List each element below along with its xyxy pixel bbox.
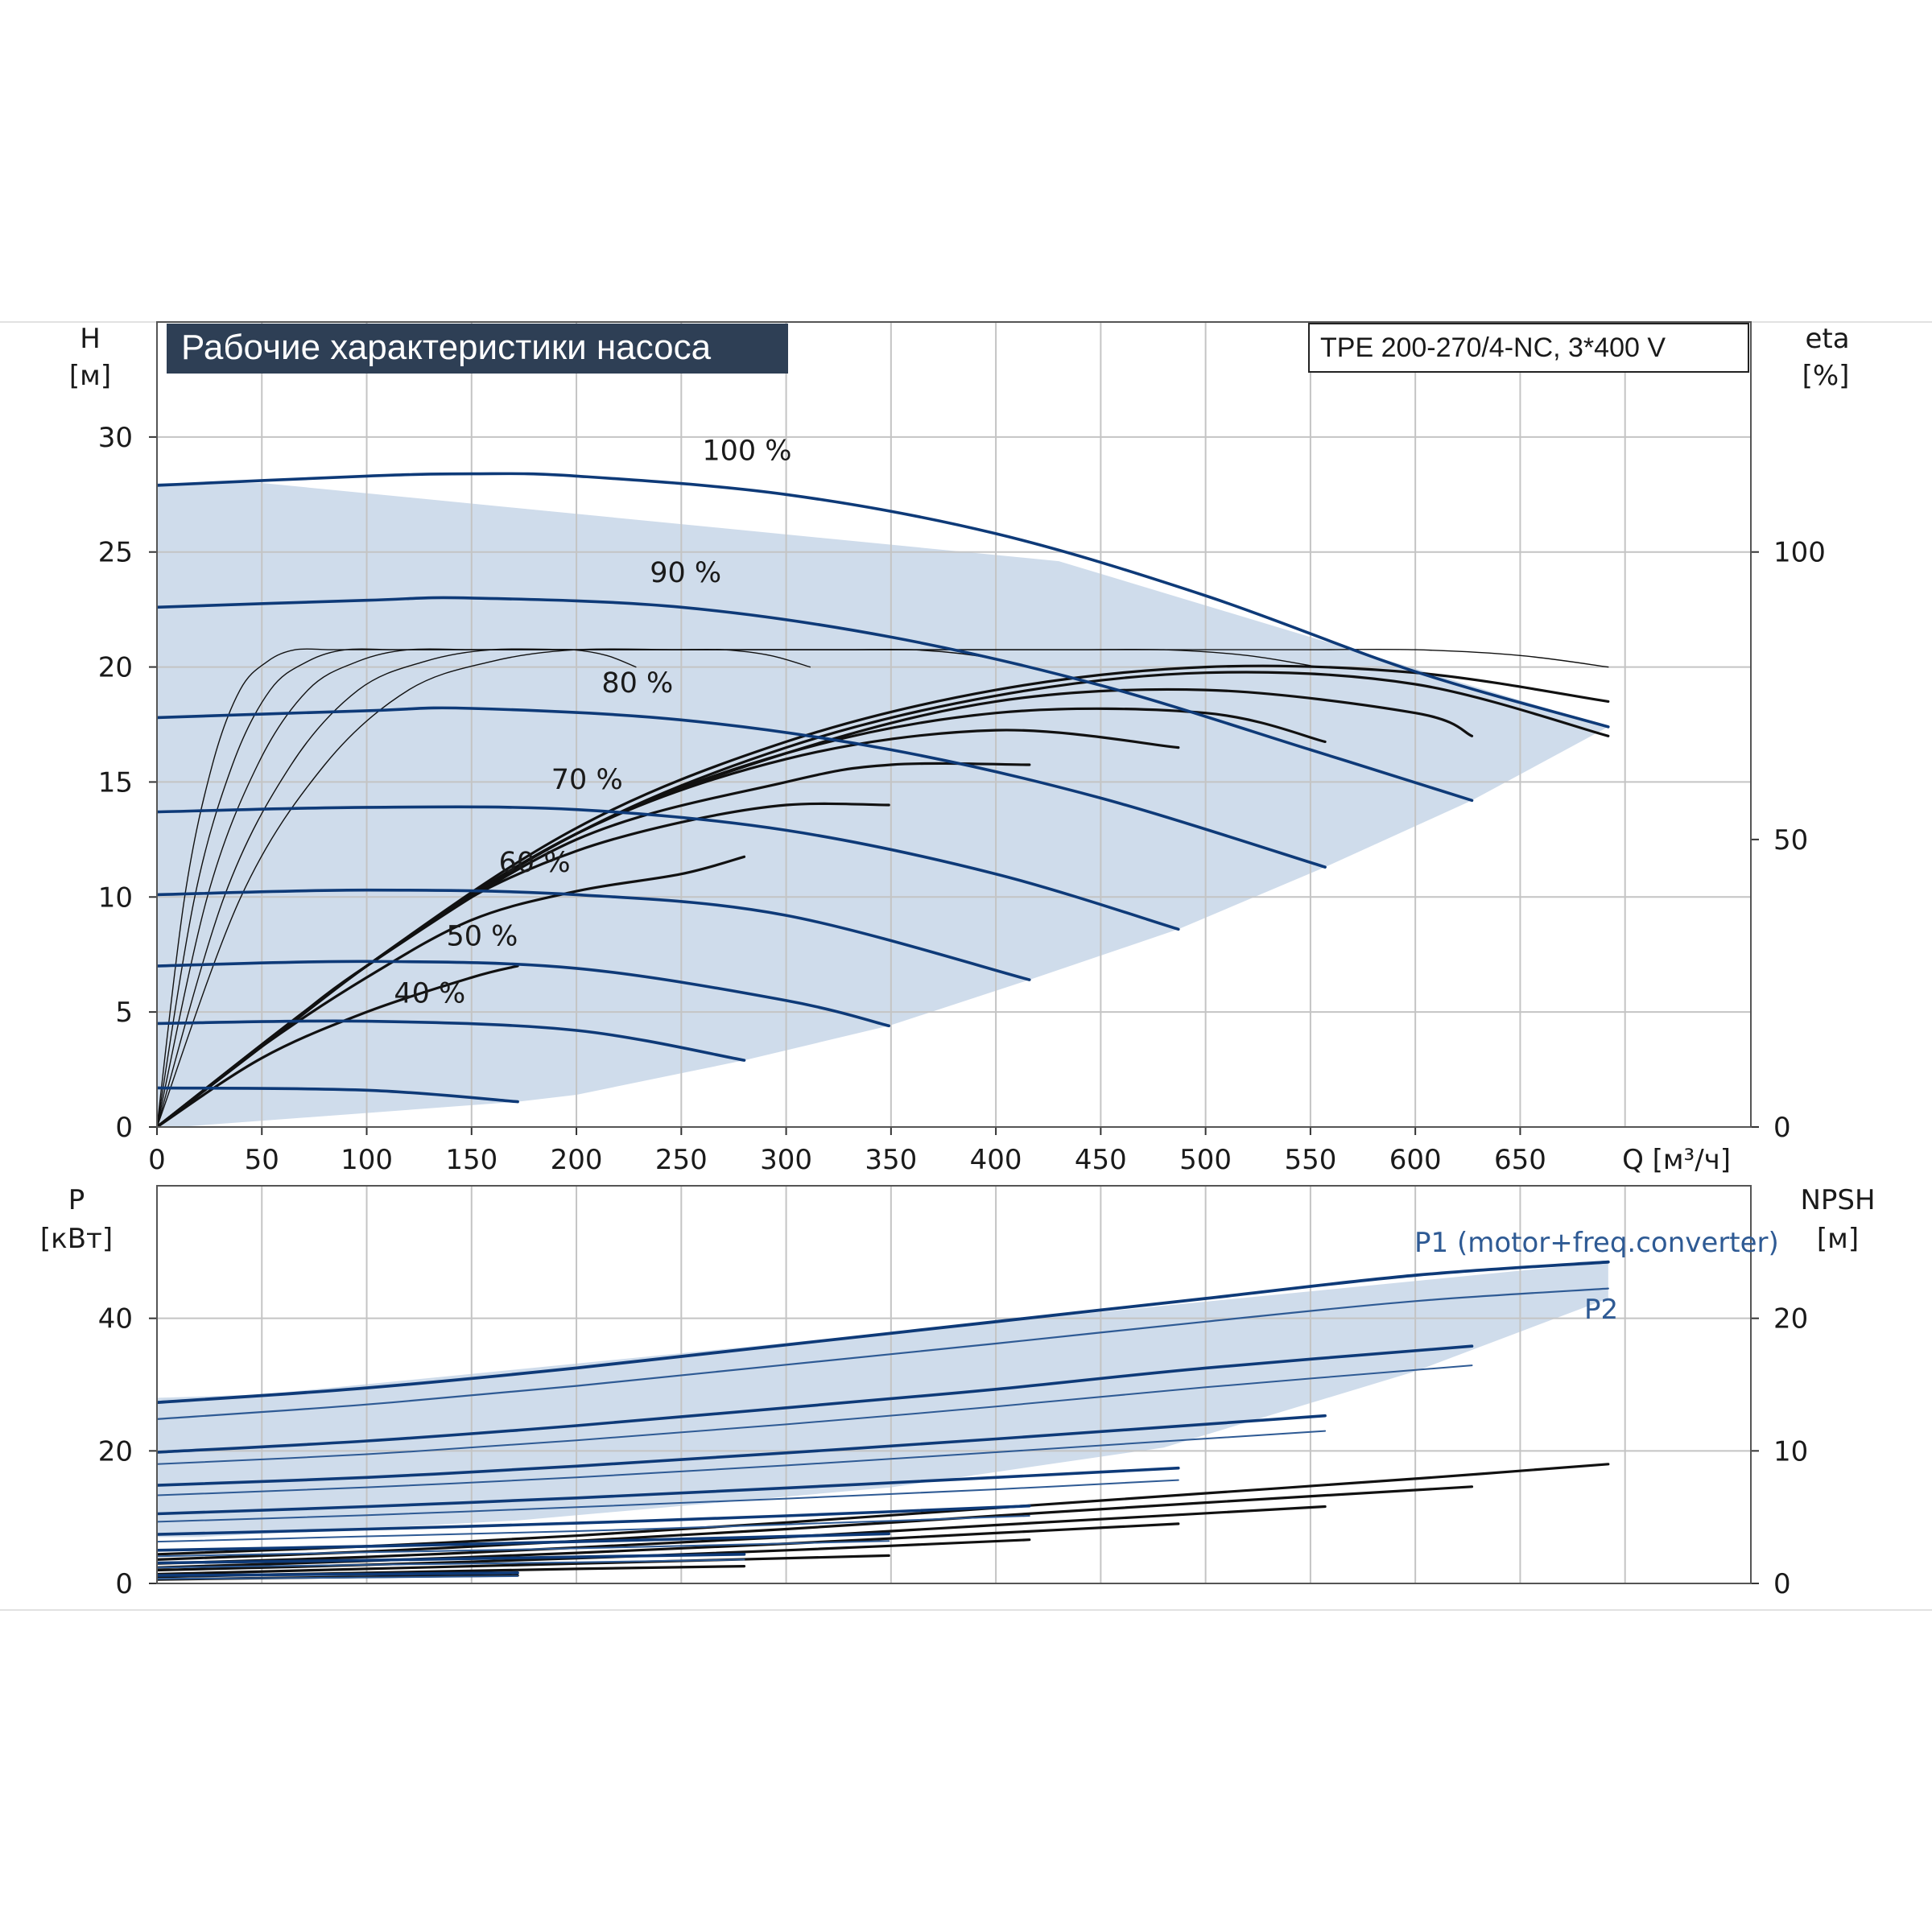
p2-curve: [157, 1479, 1179, 1523]
y-tick-label: 10: [98, 881, 133, 914]
speed-curve-label: 40 %: [394, 978, 465, 1010]
p1-curve: [157, 1532, 890, 1552]
p2-curve: [157, 1558, 745, 1569]
y-axis-unit: [м]: [69, 360, 111, 392]
p1-curve: [157, 1504, 1031, 1536]
x-tick-label: 50: [245, 1144, 279, 1176]
head-curve: [157, 596, 1474, 803]
npsh-axis-symbol: NPSH: [1800, 1184, 1875, 1216]
x-tick-label: 400: [970, 1144, 1022, 1176]
x-tick-label: 450: [1075, 1144, 1127, 1176]
y2-tick-label: 20: [1773, 1303, 1808, 1335]
y-tick-label: 15: [98, 766, 133, 799]
x-axis-label: Q [м³/ч]: [1622, 1144, 1731, 1176]
y-tick-label: 20: [98, 652, 133, 684]
x-tick-label: 250: [655, 1144, 708, 1176]
npsh-curve: [157, 1554, 890, 1576]
speed-curve-label: 60 %: [499, 847, 571, 879]
power-chart-panel: 0 20 40 0 10 20 P [кВт] NPSH [м] P1 (motor+fr…: [40, 1184, 1876, 1600]
p-axis-symbol: P: [68, 1184, 85, 1216]
speed-curve-label: 90 %: [650, 557, 721, 589]
p2-curve: [157, 1287, 1609, 1420]
x-tick-label: 0: [148, 1144, 166, 1176]
p2-label: P2: [1584, 1294, 1618, 1326]
y-tick-label: 25: [98, 537, 133, 569]
x-tick-label: 300: [760, 1144, 812, 1176]
model-label: TPE 200-270/4-NC, 3*400 V: [1320, 332, 1666, 363]
head-chart-panel: 100 %90 %80 %70 %60 %50 %40 % 0 50 100 150 2…: [69, 321, 1850, 1176]
p1-curve: [157, 1414, 1327, 1487]
y-tick-label: 5: [115, 997, 133, 1029]
plot-frame: [156, 1185, 1752, 1584]
head-curve: [157, 888, 1031, 981]
y2-axis-unit: [%]: [1802, 360, 1850, 392]
speed-curve-label: 50 %: [447, 920, 518, 952]
x-tick-label: 650: [1494, 1144, 1546, 1176]
head-curve: [157, 706, 1327, 869]
y-tick-label: 0: [115, 1568, 133, 1600]
p2-curve: [157, 1540, 890, 1558]
head-curve: [157, 1086, 519, 1104]
p1-label: P1 (motor+freq.converter): [1414, 1227, 1779, 1259]
head-curve: [157, 1019, 746, 1062]
x-tick-label: 550: [1284, 1144, 1336, 1176]
p1-curve: [157, 1571, 519, 1577]
model-box: [1308, 323, 1749, 373]
p1-curve: [157, 1260, 1610, 1405]
y2-tick-label: 0: [1773, 1112, 1791, 1144]
y2-tick-label: 0: [1773, 1568, 1791, 1600]
p2-curve: [157, 1575, 519, 1580]
speed-curve-label: 70 %: [551, 764, 623, 796]
speed-curve-label: 80 %: [601, 667, 673, 700]
y2-tick-label: 50: [1773, 824, 1808, 857]
chart-title: Рабочие характеристики насоса: [181, 328, 712, 367]
head-curve: [157, 805, 1180, 931]
speed-curve-label: 100 %: [702, 435, 791, 467]
x-tick-label: 350: [865, 1144, 917, 1176]
y2-axis-symbol: eta: [1805, 323, 1849, 355]
head-curve: [157, 472, 1610, 729]
x-tick-label: 500: [1179, 1144, 1232, 1176]
x-tick-label: 100: [341, 1144, 393, 1176]
p1-curve: [157, 1344, 1474, 1454]
p2-curve: [157, 1364, 1473, 1465]
y-axis-symbol: H: [80, 323, 101, 355]
y2-tick-label: 10: [1773, 1435, 1808, 1468]
x-tick-label: 200: [551, 1144, 603, 1176]
x-tick-label: 600: [1389, 1144, 1442, 1176]
p1-curve: [157, 1553, 746, 1565]
p2-curve: [157, 1430, 1327, 1496]
y-tick-label: 0: [115, 1112, 133, 1144]
y2-tick-label: 100: [1773, 537, 1826, 569]
p1-curve: [157, 1466, 1180, 1516]
p-axis-unit: [кВт]: [40, 1223, 113, 1255]
x-tick-label: 150: [445, 1144, 497, 1176]
y-tick-label: 40: [98, 1303, 133, 1335]
y-tick-label: 30: [98, 422, 133, 454]
title-box: [167, 324, 788, 374]
npsh-curve: [157, 1505, 1327, 1565]
y-tick-label: 20: [98, 1435, 133, 1468]
npsh-axis-unit: [м]: [1817, 1223, 1859, 1255]
plot-frame: [156, 321, 1752, 1128]
head-curve: [157, 960, 890, 1028]
p2-curve: [157, 1515, 1030, 1543]
